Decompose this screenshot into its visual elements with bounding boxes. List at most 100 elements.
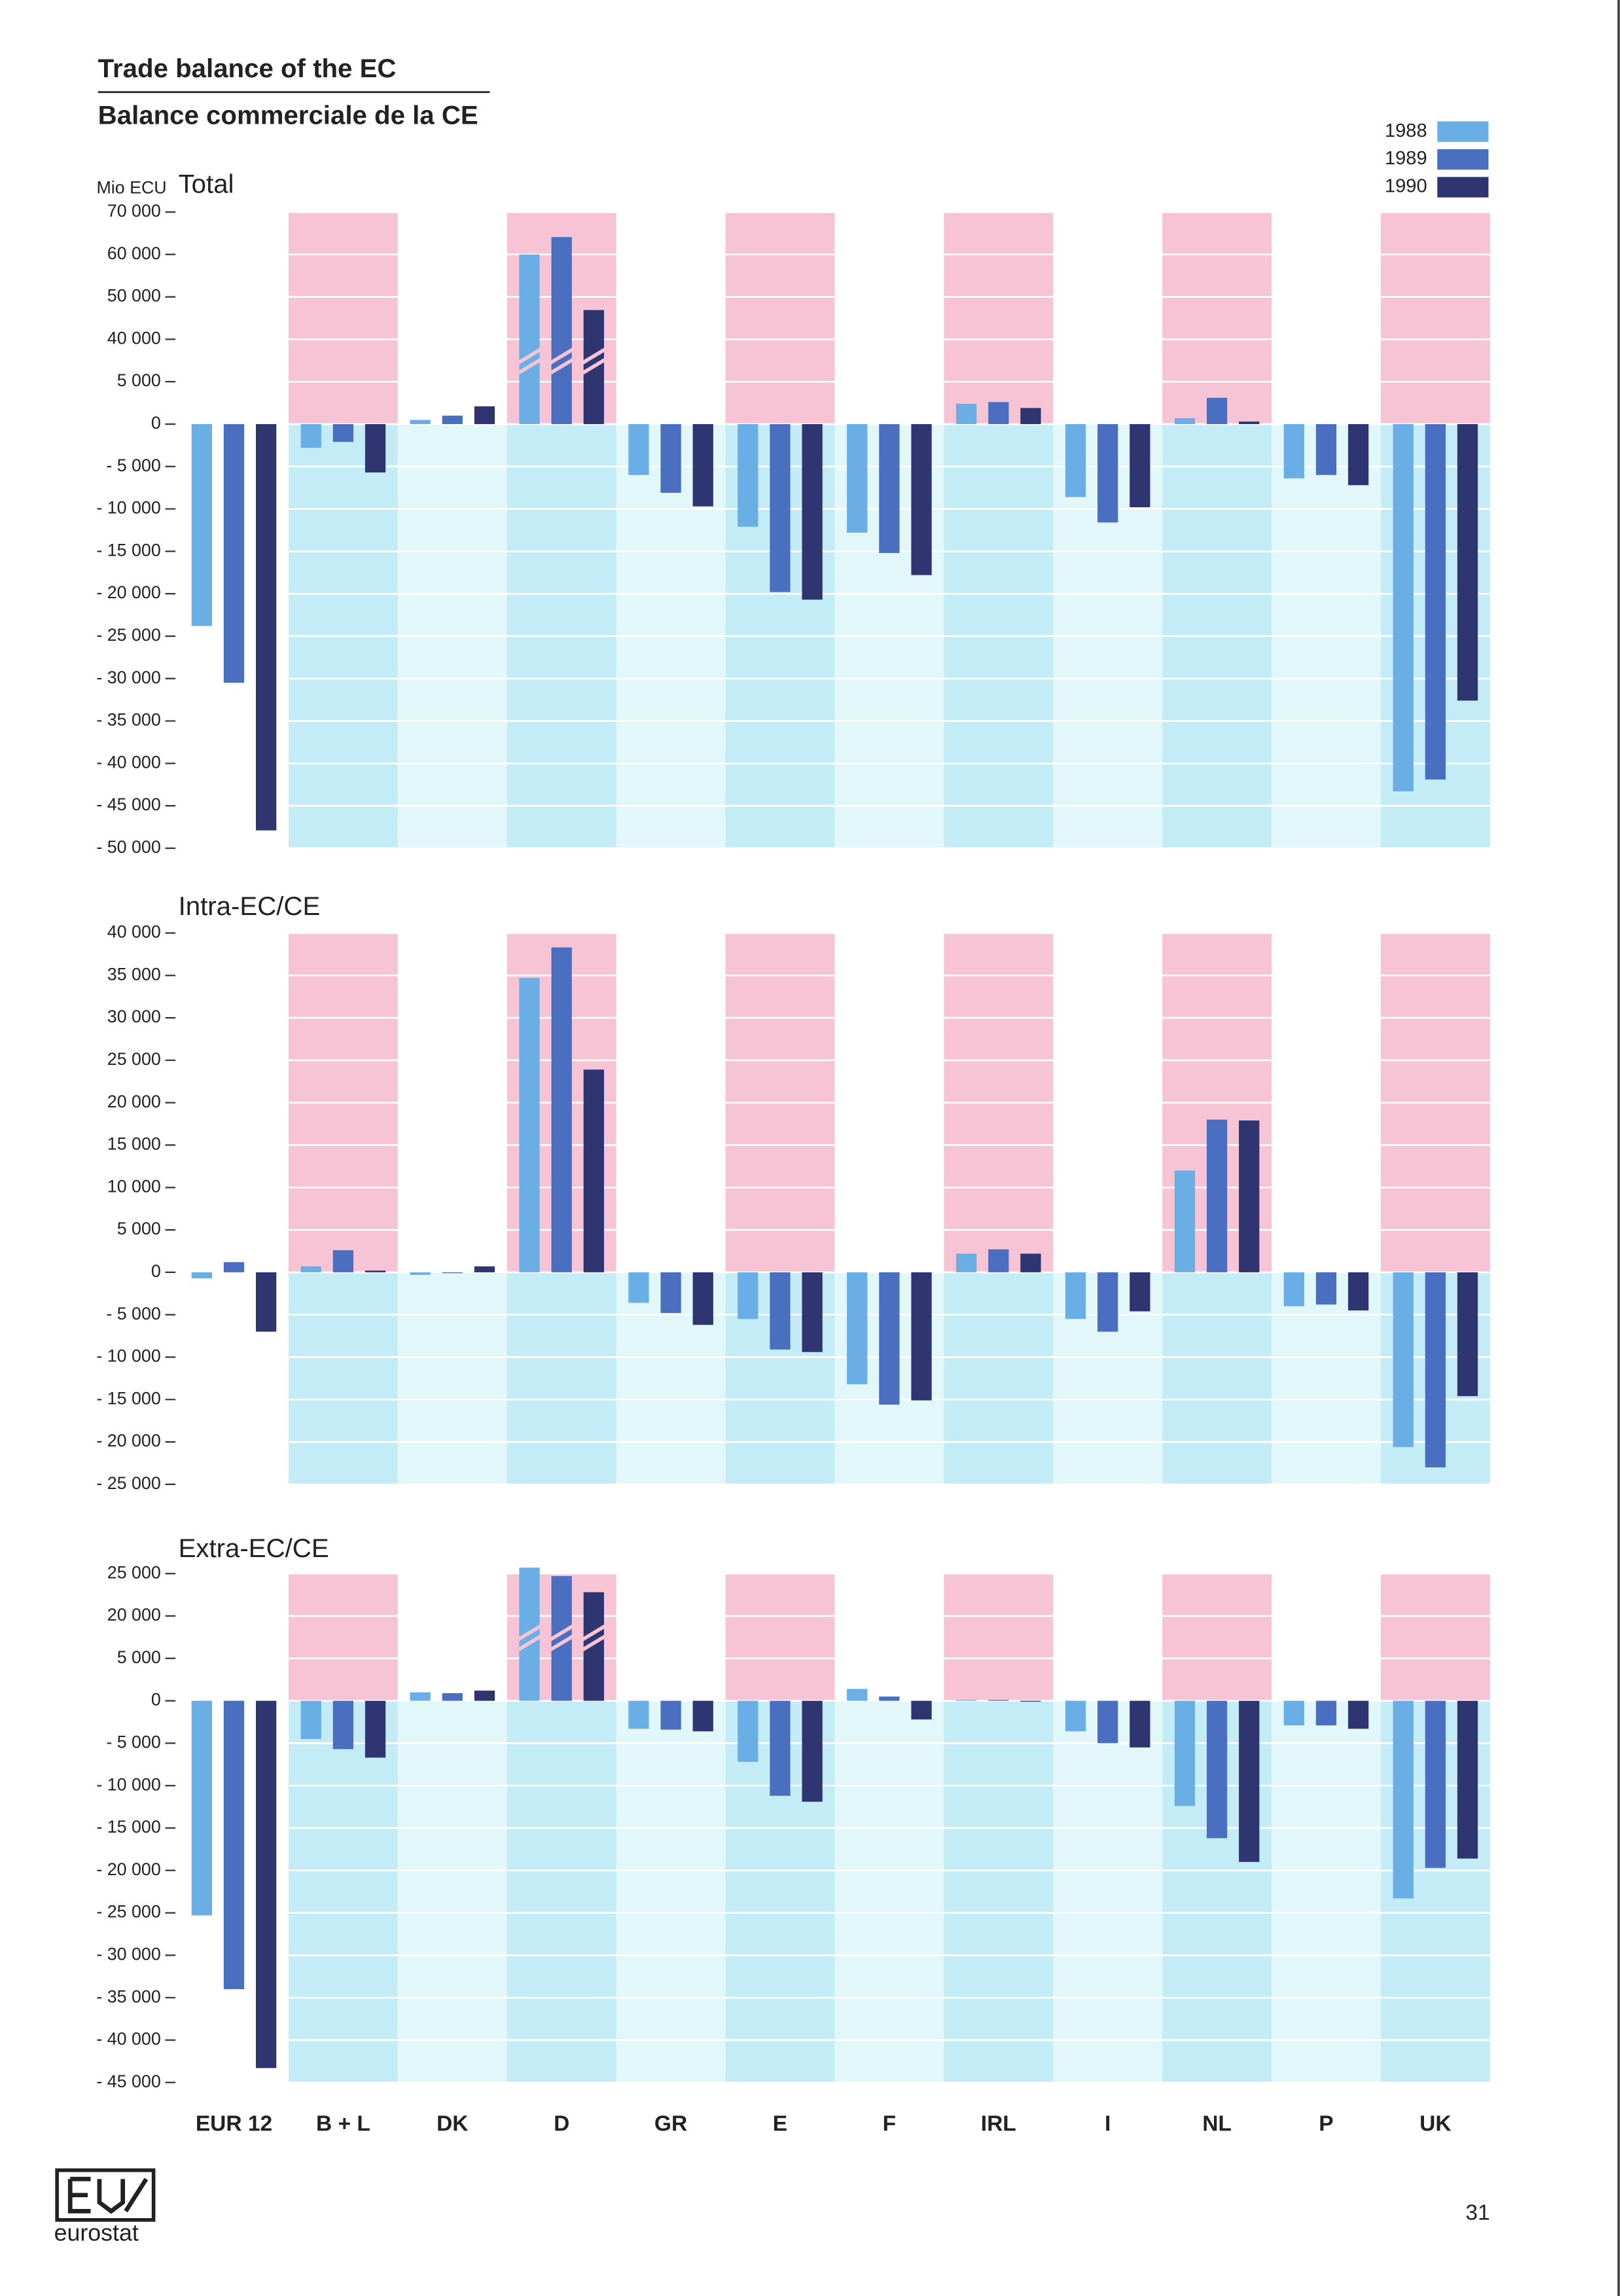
y-tick-label: - 25 000 xyxy=(96,625,160,645)
y-tick-label: 30 000 xyxy=(107,1007,161,1026)
y-tick-label: - 15 000 xyxy=(96,1388,160,1408)
logo-frame xyxy=(55,2168,156,2222)
bar xyxy=(300,1266,321,1272)
bar xyxy=(442,416,463,424)
eurostat-logo: eurostat xyxy=(54,2168,156,2246)
bar xyxy=(770,1700,791,1796)
y-tick-label: - 20 000 xyxy=(96,1859,160,1879)
bar xyxy=(1174,1170,1196,1272)
y-tick-label: - 30 000 xyxy=(96,668,160,687)
y-tick-label: 70 000 xyxy=(107,201,161,221)
bar xyxy=(628,1272,649,1303)
bar xyxy=(738,423,758,527)
y-tick-label: - 5 000 xyxy=(106,456,160,475)
bar xyxy=(1283,1700,1304,1726)
bar xyxy=(738,1272,758,1319)
y-tick-label: - 15 000 xyxy=(96,540,160,560)
bar xyxy=(474,406,495,424)
bar xyxy=(911,1700,932,1720)
column-shade-positive xyxy=(1380,1573,1490,1701)
column-shade-positive xyxy=(944,1573,1054,1701)
y-tick-label: 40 000 xyxy=(107,922,161,942)
bar xyxy=(988,1249,1009,1272)
column-shade-positive xyxy=(725,211,835,424)
bar xyxy=(1020,1253,1041,1272)
y-tick-label: - 40 000 xyxy=(96,2029,160,2049)
y-tick-label: 10 000 xyxy=(107,1176,161,1196)
y-tick-label: 0 xyxy=(151,413,161,433)
bar xyxy=(332,1700,354,1749)
bar xyxy=(255,1272,277,1332)
column-shade-negative xyxy=(834,1700,944,2083)
y-tick-label: - 5 000 xyxy=(106,1732,160,1751)
bar xyxy=(802,423,823,600)
bar xyxy=(365,423,386,473)
column-shade-negative xyxy=(1272,1700,1381,2083)
bar xyxy=(332,1250,354,1272)
y-tick-label: - 20 000 xyxy=(96,1431,160,1450)
bar xyxy=(1425,423,1446,780)
bar xyxy=(1457,1272,1478,1397)
bar xyxy=(191,1700,212,1916)
bar xyxy=(1097,1700,1118,1744)
bar xyxy=(1239,1700,1260,1862)
logo-text: eurostat xyxy=(54,2220,139,2246)
bar xyxy=(660,1272,681,1314)
bar xyxy=(1239,1120,1260,1272)
y-tick-label: 60 000 xyxy=(107,243,161,263)
bar xyxy=(300,1700,321,1739)
bar xyxy=(879,423,900,553)
y-tick-label: 25 000 xyxy=(107,1562,161,1582)
legend-swatch xyxy=(1437,121,1489,142)
x-tick-label: NL xyxy=(1202,2111,1232,2136)
bar xyxy=(1130,1272,1150,1312)
y-tick-label: 5 000 xyxy=(117,1219,161,1238)
bar xyxy=(1065,423,1086,497)
logo-mark xyxy=(67,2176,149,2214)
y-tick-label: - 10 000 xyxy=(96,1774,160,1794)
bar xyxy=(191,423,212,626)
column-shade-positive xyxy=(944,211,1054,424)
bar xyxy=(551,947,572,1272)
axis-break-mark xyxy=(514,1622,545,1643)
bar xyxy=(1393,423,1414,792)
bar xyxy=(410,1272,431,1275)
bar xyxy=(255,423,277,831)
y-tick-label: 0 xyxy=(151,1690,161,1710)
axis-break-mark xyxy=(514,346,545,367)
bar xyxy=(1020,408,1041,424)
x-tick-label: P xyxy=(1319,2111,1333,2136)
y-tick-label: - 20 000 xyxy=(96,583,160,602)
bar xyxy=(519,978,540,1272)
bar xyxy=(1174,1700,1196,1806)
y-tick-label: 50 000 xyxy=(107,286,161,306)
bar xyxy=(223,1262,245,1272)
bar xyxy=(955,1253,977,1272)
x-tick-label: DK xyxy=(437,2111,468,2136)
bar xyxy=(802,1272,823,1352)
chart-title: Total xyxy=(179,169,234,198)
y-tick-label: 5 000 xyxy=(117,370,161,390)
y-tick-label: - 25 000 xyxy=(96,1902,160,1922)
bar xyxy=(847,423,868,533)
y-tick-label: - 10 000 xyxy=(96,1346,160,1366)
x-tick-label: EUR 12 xyxy=(196,2111,272,2136)
bar xyxy=(255,1700,277,2068)
bar xyxy=(519,254,540,424)
bar xyxy=(1130,423,1150,507)
x-tick-label: F xyxy=(883,2111,896,2136)
chart-title: Intra-EC/CE xyxy=(179,891,321,921)
bar xyxy=(1425,1272,1446,1467)
bar xyxy=(628,423,649,475)
y-tick-label: 40 000 xyxy=(107,328,161,348)
y-tick-label: - 45 000 xyxy=(96,795,160,814)
chart-2: Intra-EC/CE 40 000 35 000 30 000 25 000 20 00… xyxy=(96,891,1490,1493)
y-tick-label: 20 000 xyxy=(107,1605,161,1624)
bar xyxy=(1315,423,1337,475)
legend-swatch xyxy=(1437,149,1489,170)
bar xyxy=(847,1272,868,1384)
bar xyxy=(410,1692,431,1701)
y-tick-label: - 25 000 xyxy=(96,1473,160,1493)
bar xyxy=(410,420,431,424)
bar xyxy=(660,1700,681,1730)
